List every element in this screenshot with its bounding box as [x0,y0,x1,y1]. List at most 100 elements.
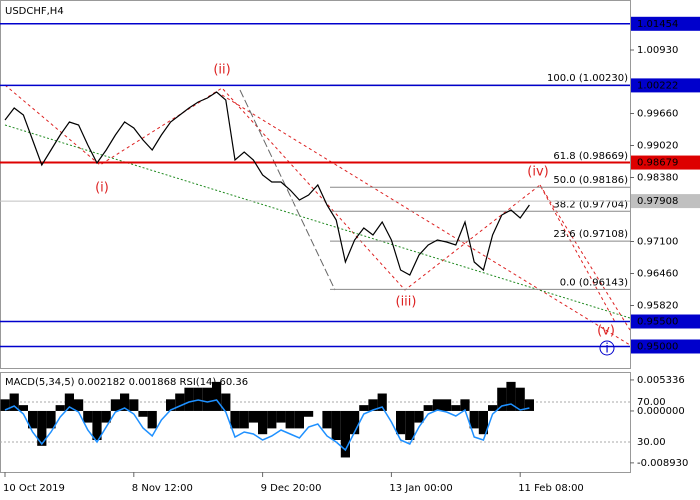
indicator-title: MACD(5,34,5) 0.002182 0.001868 RSI(14) 6… [5,377,248,388]
level-label: 1.01454 [637,19,678,30]
y-tick-label: 0.95820 [637,301,678,312]
macd-bar [46,410,56,429]
wave-label: (v) [597,324,615,339]
x-tick-label: 13 Jan 00:00 [389,483,452,494]
level-box [631,314,700,329]
fib-label: 50.0 (0.98186) [553,175,628,186]
macd-bar [405,410,415,441]
y-tick-label: 0.99020 [637,141,678,152]
y2-tick-label: 30.00 [637,437,666,448]
macd-bar [460,399,470,411]
y-tick-label: 0.96460 [637,269,678,280]
macd-bar [497,387,507,411]
level-label: 0.95500 [637,317,678,328]
macd-bar [359,405,369,411]
macd-bar [239,410,249,429]
fib-label: 100.0 (1.00230) [547,73,628,84]
macd-bar [451,405,461,411]
macd-bar [285,410,295,429]
projection-line [539,184,631,331]
macd-bar [294,410,304,429]
macd-bar [442,399,452,411]
macd-bar [175,393,185,411]
macd-bar [248,410,258,423]
macd-bar [64,393,74,411]
fib-label: 38.2 (0.97704) [553,199,628,210]
wave-label: (iii) [396,295,417,310]
rsi-line [4,399,530,452]
trend-line [239,89,336,291]
y-tick-label: 0.99660 [637,109,678,120]
macd-bar [212,381,222,411]
macd-bar [18,405,28,411]
wave-label: (i) [95,181,109,196]
macd-bar [423,405,433,411]
level-label: 1.00222 [637,80,678,91]
macd-bar [37,410,47,446]
macd-bar [74,399,84,411]
level-box [631,339,700,354]
macd-bar [322,410,332,429]
macd-bar [488,405,498,411]
macd-bar [377,393,387,411]
macd-bar [55,405,65,411]
y-tick-label: 1.00930 [637,45,678,56]
y-tick-label: 0.97100 [637,237,678,248]
macd-bar [230,410,240,429]
macd-bar [110,399,120,411]
channel-line [221,94,631,346]
macd-bar [166,399,176,411]
wave-circle [599,340,615,356]
macd-bar [184,387,194,411]
macd-bar [469,410,479,429]
wave-label: i [605,342,609,357]
macd-bar [221,393,231,411]
price-box [631,194,700,209]
level-label: 0.95000 [637,342,678,353]
level-box [631,155,700,170]
macd-bar [28,410,38,429]
macd-bar [478,410,488,435]
x-tick-label: 9 Dec 20:00 [261,483,322,494]
macd-bar [120,393,130,411]
fib-label: 0.0 (0.96143) [560,277,628,288]
fib-label: 23.6 (0.97108) [553,229,628,240]
macd-bar [304,410,314,417]
macd-bar [331,410,341,441]
level-box [631,78,700,93]
macd-bar [202,387,212,411]
macd-bar [524,399,534,411]
price-panel [0,0,631,369]
macd-bar [92,410,102,441]
macd-bar [368,399,378,411]
chart-title: USDCHF,H4 [5,6,64,17]
trend-line [4,124,631,319]
macd-bar [350,410,360,435]
wave-label: (ii) [213,63,230,78]
macd-bar [432,399,442,411]
fib-label: 61.8 (0.98669) [553,151,628,162]
current-price-label: 0.97908 [637,196,678,207]
y-tick-label: 0.98380 [637,173,678,184]
macd-bar [0,399,10,411]
y-tick-label: -0.008930 [637,458,688,469]
wave-label: (iv) [527,165,548,180]
macd-bar [340,410,350,458]
macd-bar [258,410,268,435]
macd-bar [414,410,424,423]
macd-bar [83,410,93,423]
macd-bar [506,381,516,411]
level-box [631,16,700,31]
macd-bar [129,399,139,411]
level-label: 0.98679 [637,158,678,169]
macd-bar [267,410,277,429]
x-tick-label: 8 Nov 12:00 [132,483,193,494]
y2-tick-label: 70.00 [637,397,666,408]
price-line [4,91,530,276]
x-tick-label: 11 Feb 08:00 [518,483,584,494]
macd-bar [101,410,111,423]
y-tick-label: 0.005336 [637,375,685,386]
macd-bar [9,393,19,411]
macd-bar [147,410,157,429]
